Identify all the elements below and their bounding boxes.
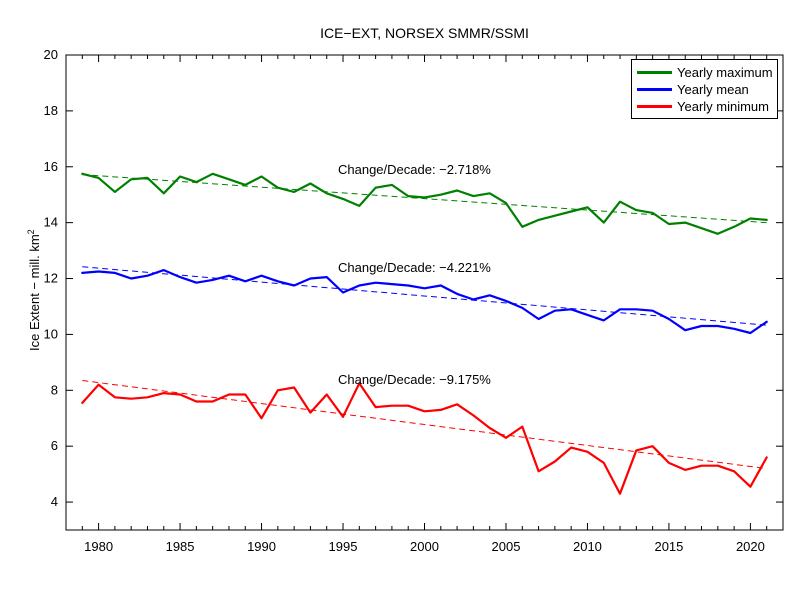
y-tick-label: 8	[51, 382, 58, 397]
annotation-change-decade-minimum: Change/Decade: −9.175%	[338, 372, 491, 387]
annotation-change-decade-maximum: Change/Decade: −2.718%	[338, 162, 491, 177]
legend-line-sample-mean-icon	[637, 88, 672, 91]
x-tick-label: 2020	[736, 539, 765, 554]
annotation-change-decade-mean: Change/Decade: −4.221%	[338, 260, 491, 275]
legend-line-sample-minimum-icon	[637, 105, 672, 108]
trend-line-yearly-mean	[82, 266, 767, 326]
chart-title: ICE−EXT, NORSEX SMMR/SSMI	[320, 25, 529, 41]
series-line-yearly-mean	[81, 269, 768, 335]
y-tick-label: 16	[44, 159, 58, 174]
x-tick-label: 1990	[247, 539, 276, 554]
series-line-yearly-maximum	[81, 172, 768, 235]
y-tick-label: 18	[44, 103, 58, 118]
legend-entry-yearly-mean: Yearly mean	[632, 81, 777, 98]
legend-entry-yearly-minimum: Yearly minimum	[632, 98, 777, 115]
y-tick-label: 6	[51, 438, 58, 453]
y-axis-label: Ice Extent − mill. km2	[26, 180, 42, 400]
legend: Yearly maximum Yearly mean Yearly minimu…	[631, 59, 778, 119]
y-tick-label: 14	[44, 215, 58, 230]
y-tick-label: 10	[44, 326, 58, 341]
x-tick-label: 2005	[492, 539, 521, 554]
legend-line-sample-maximum-icon	[637, 71, 672, 74]
y-tick-label: 4	[51, 494, 58, 509]
x-tick-label: 2000	[410, 539, 439, 554]
x-tick-label: 1995	[329, 539, 358, 554]
y-axis-label-exponent: 2	[25, 229, 36, 235]
legend-label: Yearly maximum	[677, 65, 773, 80]
y-axis-label-text: Ice Extent − mill. km	[27, 234, 43, 352]
legend-label: Yearly mean	[677, 82, 749, 97]
trend-line-yearly-minimum	[82, 380, 767, 470]
x-tick-label: 1980	[84, 539, 113, 554]
legend-entry-yearly-maximum: Yearly maximum	[632, 64, 777, 81]
x-tick-label: 2010	[573, 539, 602, 554]
legend-label: Yearly minimum	[677, 99, 769, 114]
x-tick-label: 1985	[166, 539, 195, 554]
trend-line-yearly-maximum	[82, 174, 767, 224]
series-line-yearly-minimum	[81, 382, 768, 495]
y-tick-label: 20	[44, 47, 58, 62]
x-tick-label: 2015	[654, 539, 683, 554]
y-tick-label: 12	[44, 271, 58, 286]
plot-box	[65, 54, 784, 531]
